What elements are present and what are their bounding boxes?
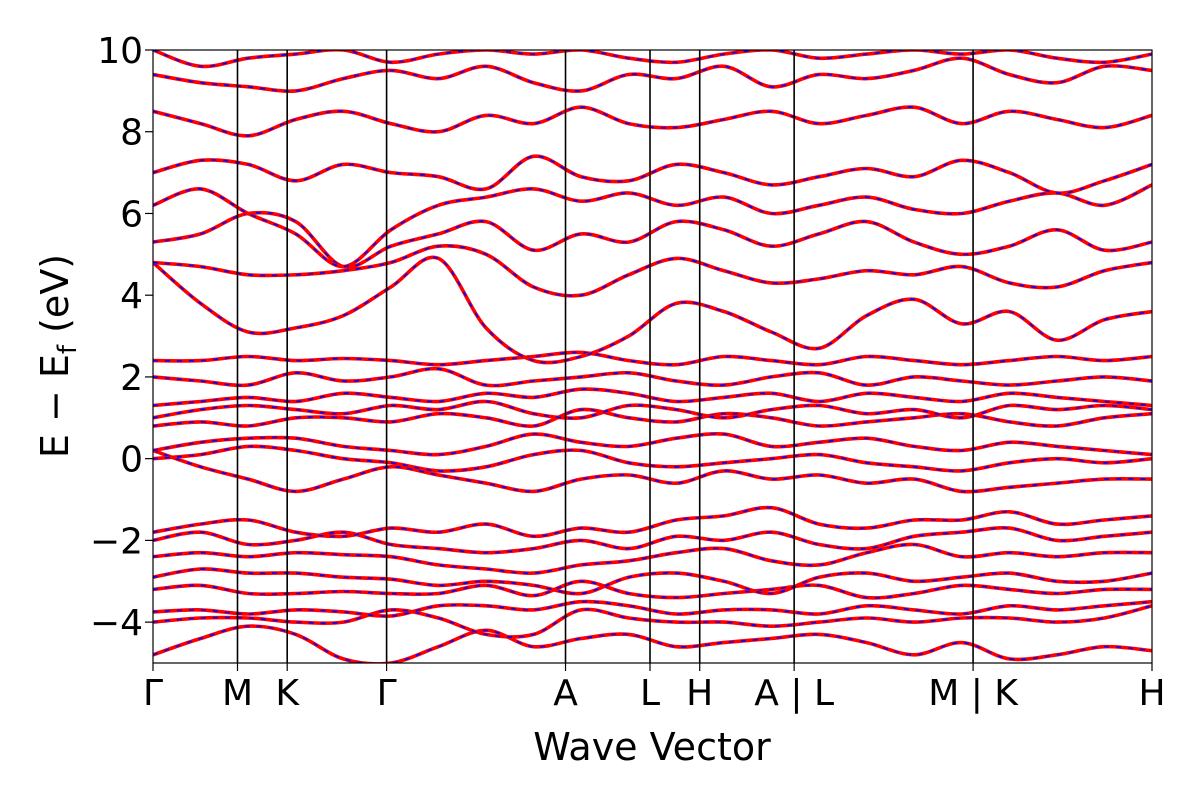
x-tick-label: A (553, 673, 578, 714)
x-tick-label: Γ (377, 673, 397, 714)
band-line-1 (153, 624, 1152, 663)
band-line-3 (153, 599, 1152, 618)
band-line-overlay-15 (153, 367, 1152, 387)
band-line-overlay-10 (153, 445, 1152, 472)
x-tick-label: M | K (928, 673, 1019, 714)
y-tick-label: 8 (120, 113, 143, 154)
band-line-overlay-13 (153, 400, 1152, 419)
x-tick-label: K (275, 673, 300, 714)
plot-frame (152, 49, 1153, 664)
band-line-2 (153, 604, 1152, 639)
band-line-overlay-22 (153, 106, 1152, 137)
band-line-16 (153, 350, 1152, 367)
band-line-overlay-23 (153, 57, 1152, 92)
y-tick-label: 6 (120, 194, 143, 235)
band-line-overlay-12 (153, 408, 1152, 427)
band-line-overlay-6 (153, 543, 1152, 574)
band-line-overlay-9 (153, 449, 1152, 493)
x-tick-label: H (686, 673, 713, 714)
y-tick-label: 0 (120, 440, 143, 481)
x-tick-label: M (222, 673, 253, 714)
band-line-overlay-24 (153, 50, 1152, 68)
band-line-overlay-8 (153, 506, 1152, 538)
band-line-overlay-11 (153, 433, 1152, 456)
band-line-overlay-19 (153, 211, 1152, 268)
y-axis-title-tail: (eV) (33, 254, 77, 345)
y-tick-label: −4 (90, 603, 143, 644)
y-axis-title-main: E − E (33, 354, 77, 458)
band-line-overlay-5 (153, 568, 1152, 595)
band-line-overlay-4 (153, 580, 1152, 599)
y-axis-title-sub: f (53, 344, 83, 354)
y-tick-label: 2 (120, 358, 143, 399)
band-line-14 (153, 387, 1152, 408)
band-line-overlay-21 (153, 155, 1152, 194)
x-tick-label: Γ (143, 673, 163, 714)
band-line-overlay-18 (153, 245, 1152, 297)
x-tick-label: A | L (754, 673, 834, 714)
y-tick-label: 4 (120, 276, 143, 317)
x-axis-title: Wave Vector (533, 725, 771, 769)
high-symmetry-lines (236, 50, 974, 663)
y-tick-label: 10 (97, 31, 143, 72)
y-axis-ticks: −4 −2 0 2 4 6 8 10 (90, 31, 153, 644)
band-line-overlay-20 (153, 184, 1152, 268)
x-tick-label: L (640, 673, 660, 714)
y-axis-title: E − Ef (eV) (33, 254, 83, 458)
x-tick-label: H (1138, 673, 1165, 714)
y-tick-label: −2 (90, 521, 143, 562)
band-line-overlay-17 (153, 256, 1152, 364)
